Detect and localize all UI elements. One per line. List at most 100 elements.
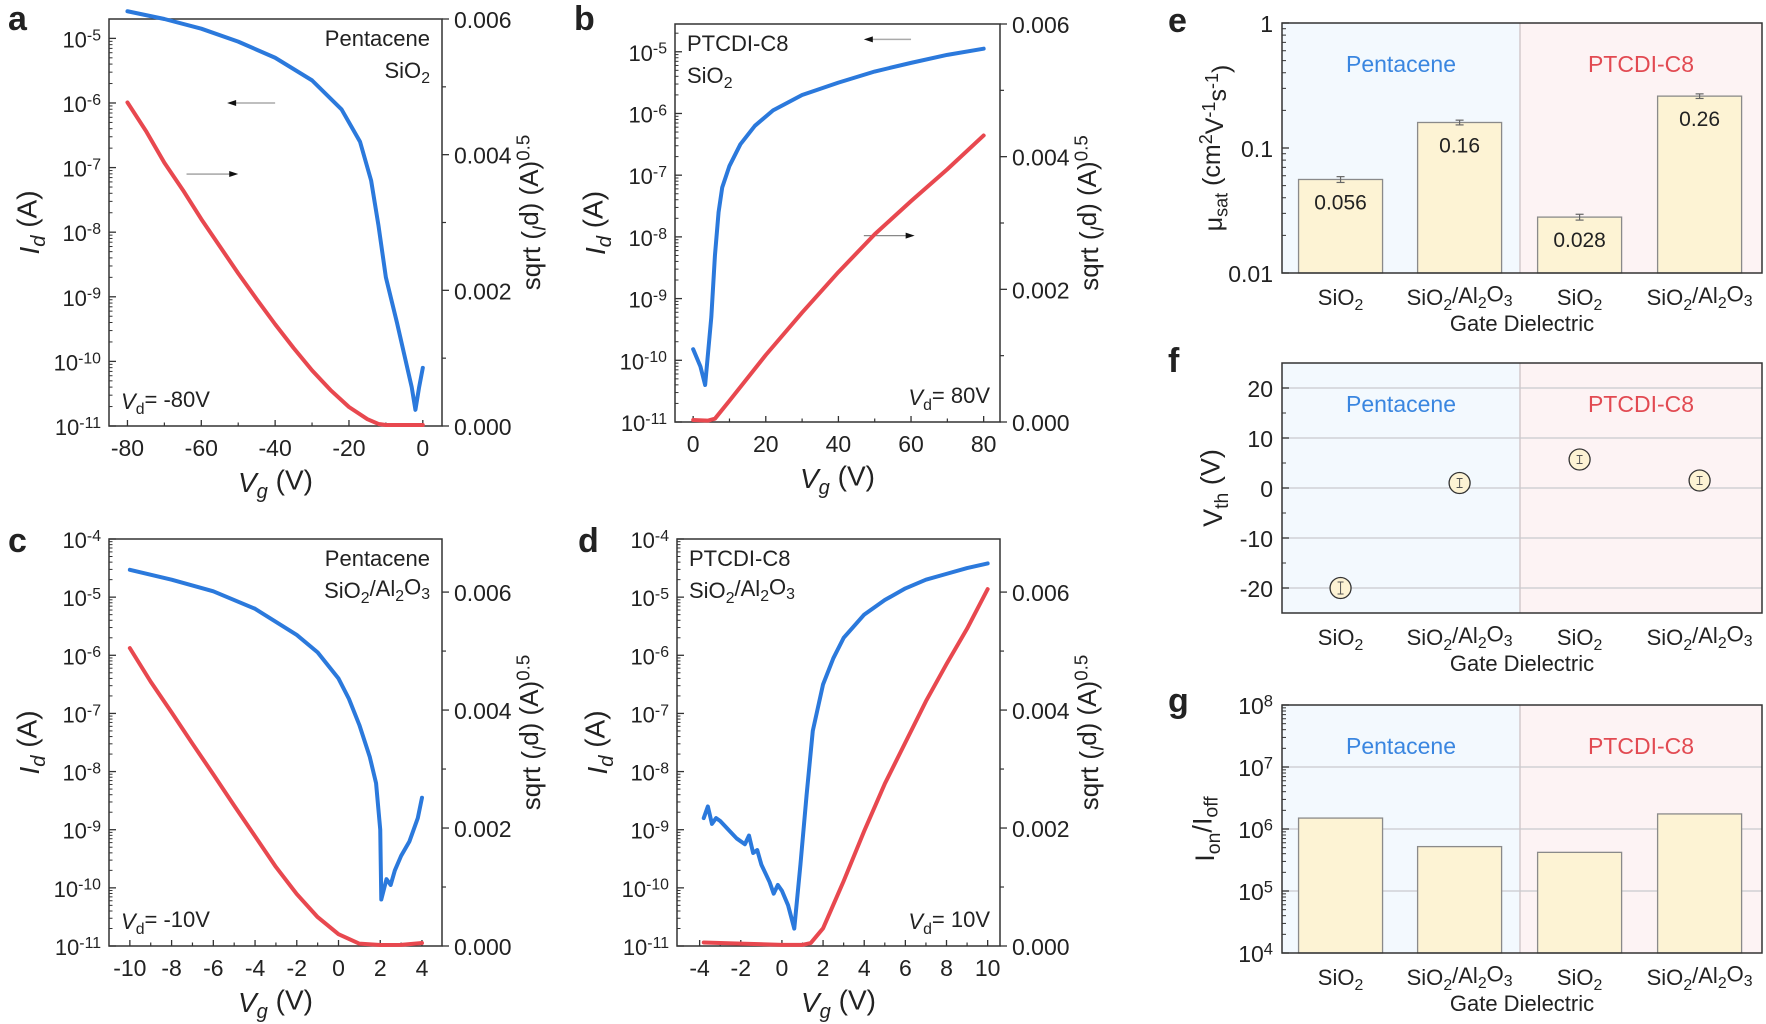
x-tick-label: 20 [753, 431, 779, 457]
bar [1416, 845, 1503, 954]
x-category-label: SiO2 [1318, 625, 1364, 654]
x-axis-title-part: V [800, 463, 821, 494]
y-axis-title-part: on [1203, 833, 1225, 855]
x-category-label-part: /Al [1692, 963, 1718, 988]
y-tick-label: 10-10 [622, 877, 670, 902]
y-tick-label-part: -7 [87, 156, 101, 173]
x-category-label-part: SiO [1318, 285, 1355, 310]
y2-axis-title-part: d [1072, 731, 1102, 745]
panel-b: 0 20 40 60 8010-1110-1010-910-810-710-610-50… [578, 12, 1108, 499]
vd-label-part: V [121, 389, 138, 414]
x-category-label: SiO2 [1557, 625, 1603, 654]
y2-tick-label: 0.004 [1012, 145, 1070, 171]
y-tick-label-part: -10 [644, 349, 667, 366]
y-tick-label-part: 10 [623, 935, 647, 960]
x-category-label-part: /Al [1452, 283, 1478, 308]
y-tick-label-part: -11 [645, 411, 667, 428]
sqrt-id-curve [125, 100, 425, 427]
y-tick-label-part: 0.01 [1228, 261, 1273, 287]
y-axis-title-part: I [14, 767, 45, 775]
y-tick-label: 10-7 [630, 702, 669, 727]
y-tick-label: 10-9 [630, 819, 669, 844]
x-category-label-part: SiO [1407, 285, 1444, 310]
y-axis-title-part: s [1204, 89, 1232, 102]
bar-value-label: 0.16 [1439, 134, 1480, 157]
x-tick-label: 0 [687, 431, 700, 457]
x-category-label-part: 2 [1718, 635, 1727, 652]
x-axis-title-part: V [238, 987, 259, 1018]
y-tick-label-part: 10 [628, 102, 652, 127]
vd-label: Vd= 10V [908, 907, 990, 938]
vd-label: Vd= 80V [908, 383, 990, 414]
x-category-label-part: 2 [1443, 297, 1452, 314]
x-tick-label: 4 [416, 955, 429, 981]
x-category-label-part: 2 [1594, 637, 1603, 654]
y-tick-label-part: 10 [1238, 879, 1264, 905]
x-category-label-part: 2 [1478, 975, 1487, 992]
y-axis-title: Id (A) [12, 710, 50, 774]
y-tick-label-part: 10 [62, 644, 86, 669]
id-log-curve [701, 561, 990, 931]
y-tick-label-part: -11 [79, 415, 101, 432]
y-axis-title-part: I [14, 247, 45, 255]
plot-frame [676, 538, 1001, 947]
y2-axis-title-part: sqrt ( [1074, 231, 1104, 291]
dielectric-label-part: 2 [421, 70, 430, 87]
panel-label-d: d [578, 522, 599, 560]
plot-frame [1281, 362, 1763, 614]
x-category-label-part: SiO [1647, 965, 1684, 990]
y-tick-label-part: 8 [1264, 692, 1273, 711]
x-axis-title: Gate Dielectric [1450, 311, 1594, 336]
y-tick-label-part: 10 [1238, 941, 1264, 967]
bar [1536, 851, 1623, 954]
x-category-label-part: 2 [1478, 295, 1487, 312]
y-axis-title: Id (A) [12, 190, 50, 254]
y-tick-label-part: -8 [653, 226, 667, 243]
x-axis-title: Vg (V) [238, 465, 313, 503]
y-axis-title-part: sat [1211, 193, 1231, 217]
y-tick-label-part: 6 [1264, 816, 1273, 835]
x-category-label-part: SiO [1647, 285, 1684, 310]
y-tick-label-part: -11 [79, 935, 101, 952]
x-category-label-part: /Al [1452, 623, 1478, 648]
y-tick-label: 10-10 [620, 349, 668, 374]
dielectric-label: SiO2 [687, 63, 733, 92]
panel-c: -10 -8 -6 -4 -2 0 2 410-1110-1010-910-810-710-6… [12, 528, 550, 1023]
panel-label-b: b [574, 0, 595, 38]
sqrt-id-curve [691, 133, 986, 423]
y-axis-title: Id (A) [580, 710, 618, 774]
y2-tick-label: 0.002 [1012, 277, 1070, 303]
x-category-label-part: 2 [1718, 975, 1727, 992]
x-category-label-part: 2 [1443, 977, 1452, 994]
y2-axis-title-part: I [529, 226, 550, 231]
x-category-label-part: SiO [1318, 625, 1355, 650]
y-tick-label-part: -8 [87, 221, 101, 238]
x-category-label-part: 2 [1594, 977, 1603, 994]
y-tick-label-part: -5 [653, 41, 667, 58]
y-tick-label: 10-8 [62, 221, 101, 246]
y2-axis-title-part: ) (A) [1072, 681, 1102, 732]
vd-label: Vd= -10V [121, 907, 210, 938]
y2-axis-title-part: d [514, 731, 544, 745]
y-tick-label-part: 10 [630, 702, 654, 727]
group-label-pentacene: Pentacene [1346, 391, 1456, 417]
x-category-label-part: 2 [1683, 637, 1692, 654]
y-tick-label-part: 10 [62, 702, 86, 727]
y-tick-label: 10-6 [630, 644, 669, 669]
panel-d: -4 -2 0 2 4 6 8 1010-1110-1010-910-810-710-610-… [580, 528, 1108, 1023]
x-category-label: SiO2/Al2O3 [1407, 281, 1513, 313]
y2-axis-title: sqrt (Id) (A)0.5 [512, 655, 549, 810]
y2-tick-label: 0.006 [1012, 580, 1070, 606]
x-axis-title-part: g [819, 477, 831, 499]
y-tick-label-part: -9 [87, 819, 101, 836]
y-tick-label-part: 10 [55, 415, 79, 440]
bar [1536, 216, 1623, 274]
y-axis-title-part: (A) [578, 191, 609, 236]
y-tick-label: 0.1 [1241, 136, 1273, 162]
dielectric-label-part: 2 [361, 590, 370, 607]
x-axis-title: Gate Dielectric [1450, 991, 1594, 1016]
y-axis-title: Ion/Ioff [1188, 796, 1225, 862]
x-category-label-part: 3 [1744, 633, 1753, 650]
